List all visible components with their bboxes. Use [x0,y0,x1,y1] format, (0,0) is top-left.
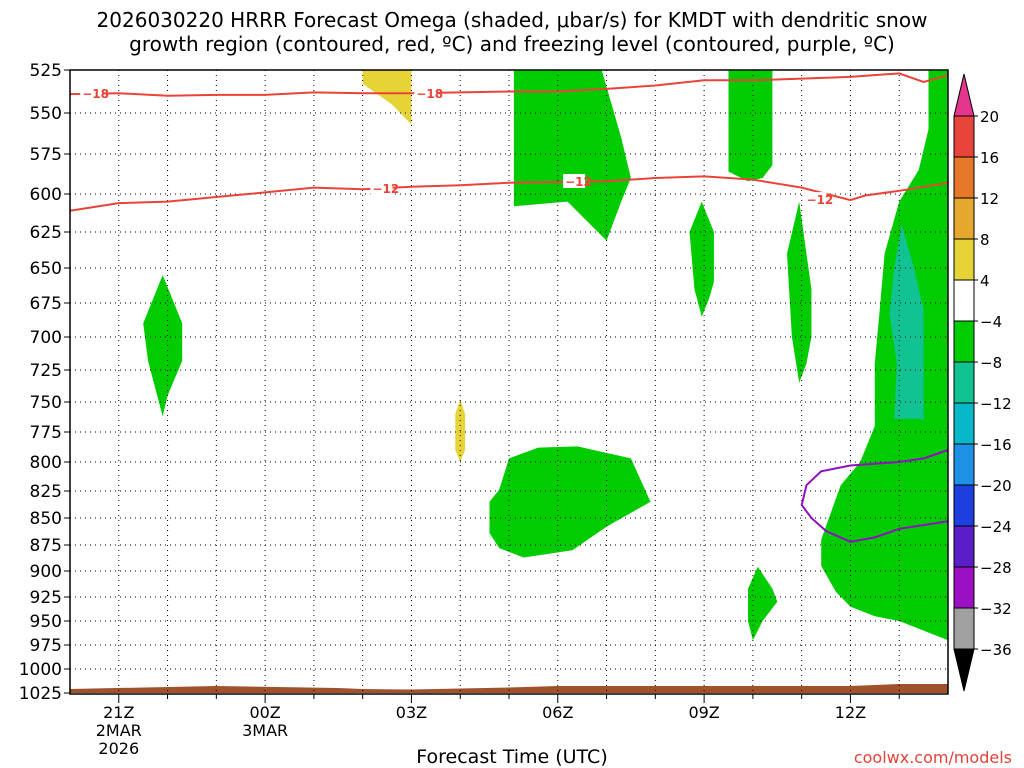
chart-title-line2: growth region (contoured, red, ºC) and f… [129,32,895,56]
y-tick-label: 850 [30,509,62,529]
colorbar-bottom-arrow [953,648,975,692]
contour-label: −12 [372,182,399,196]
contour-label-bg [80,86,103,101]
colorbar-label: −28 [980,559,1012,577]
colorbar-swatch [953,566,975,609]
colorbar-label: 20 [980,108,999,126]
freezing-contour-3 [800,449,949,543]
colorbar-label: −8 [980,354,1002,372]
omega-region-11 [889,224,924,420]
y-tick-label: 575 [30,145,62,165]
colorbar-swatch [953,443,975,486]
colorbar-label: −24 [980,518,1012,536]
y-tick-label: 625 [30,223,62,243]
contour-label-bg [370,181,393,196]
y-tick-label: 950 [30,612,62,632]
x-tick-label: 09Z [688,703,719,722]
y-tick-label: 900 [30,562,62,582]
grid-lines [70,70,948,694]
omega-region-3 [513,70,631,241]
y-tick-label: 1000 [19,660,62,680]
omega-shading [143,70,948,641]
y-tick-label: 750 [30,393,62,413]
x-tick-label: 21Z [103,703,134,722]
colorbar-swatch [953,484,975,527]
y-tick-label: 725 [30,361,62,381]
x-tick-label: 03Z [396,703,427,722]
colorbar-swatch [953,361,975,404]
dgz-contour-1 [69,72,949,97]
y-tick-label: 525 [30,61,62,81]
x-tick-label: 12Z [835,703,866,722]
contour-lines: −18 −18 −12 −12 −12 [69,72,949,543]
x-tick-year: 2026 [98,739,139,758]
y-tick-label: 875 [30,536,62,556]
colorbar-label: −12 [980,395,1012,413]
x-tick-date: 2MAR [96,721,142,740]
omega-region-9 [748,566,778,641]
colorbar-label: 12 [980,190,999,208]
colorbar-swatch [953,156,975,199]
omega-region-4 [728,70,773,182]
colorbar-label: −32 [980,600,1012,618]
colorbar-label: 4 [980,272,990,290]
colorbar-swatch [953,115,975,158]
colorbar: 20 16 12 8 4 −4 −8 −12 −16 −20 −24 −28 −32 −36 [953,73,1012,692]
omega-region-1 [362,70,412,125]
colorbar-label: 8 [980,231,990,249]
contour-label: −18 [82,87,109,101]
y-tick-label: 775 [30,423,62,443]
y-tick-label: 975 [30,636,62,656]
omega-region-10 [821,70,948,641]
colorbar-label: −36 [980,641,1012,659]
omega-region-7 [787,201,812,383]
colorbar-label: 16 [980,149,999,167]
y-tick-label: 650 [30,259,62,279]
y-tick-label: 925 [30,588,62,608]
omega-region-8 [489,446,651,558]
contour-label-bg [563,174,586,188]
colorbar-swatch [953,320,975,363]
y-tick-label: 550 [30,104,62,124]
x-axis-label: Forecast Time (UTC) [416,746,608,768]
colorbar-swatch [953,525,975,568]
y-tick-label: 700 [30,328,62,348]
contour-label-bg [414,86,437,101]
dgz-contour-2 [69,175,949,212]
y-tick-label: 825 [30,482,62,502]
terrain-fill [70,684,948,693]
y-tick-label: 800 [30,453,62,473]
axes: 525 550 575 600 625 650 675 700 725 750 775 800 825 8… [19,61,949,758]
x-tick-label: 06Z [542,703,573,722]
source-credit: coolwx.com/models [853,748,1012,767]
colorbar-swatch [953,197,975,240]
colorbar-top-arrow [953,73,975,117]
terrain-band [70,684,948,693]
colorbar-swatch [953,607,975,650]
omega-region-6 [689,201,714,317]
contour-label-bg [804,192,827,207]
contour-label: −18 [416,87,443,101]
y-tick-label: 1025 [19,684,62,704]
colorbar-label: −16 [980,436,1012,454]
chart-title-line1: 2026030220 HRRR Forecast Omega (shaded, … [96,8,928,32]
y-tick-label: 675 [30,294,62,314]
omega-region-5 [143,275,183,417]
colorbar-swatch [953,402,975,445]
contour-label: −12 [565,175,592,189]
x-tick-label: 00Z [249,703,280,722]
contour-label: −12 [807,193,834,207]
y-tick-label: 600 [30,185,62,205]
colorbar-swatch [953,238,975,281]
colorbar-swatch [953,279,975,322]
colorbar-label: −4 [980,313,1002,331]
colorbar-label: −20 [980,477,1012,495]
x-tick-date: 3MAR [242,721,288,740]
